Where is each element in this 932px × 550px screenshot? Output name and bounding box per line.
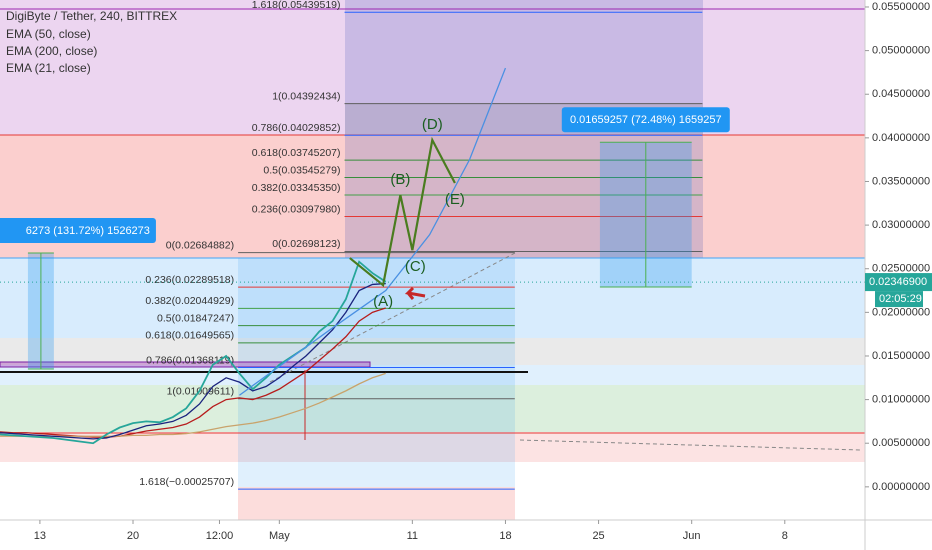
y-tick-label: 0.00000000 — [872, 481, 930, 493]
fib-label: 1(0.01009611) — [167, 386, 235, 398]
zone — [0, 385, 865, 432]
x-axis-panel — [0, 520, 865, 550]
curve-line — [239, 67, 507, 396]
ema-line — [0, 307, 386, 438]
wave-label: (A) — [373, 293, 393, 310]
price-tag-label: 0.02346900 — [869, 276, 927, 288]
measure-pill — [561, 107, 730, 133]
x-tick-label: 18 — [499, 530, 511, 542]
legend-entry: EMA (200, close) — [6, 44, 97, 58]
ema-line — [0, 282, 386, 440]
x-tick-label: 12:00 — [206, 530, 234, 542]
fib-label: 0.5(0.03545279) — [263, 164, 340, 176]
wave-label: (C) — [405, 258, 426, 275]
y-tick-label: 0.02000000 — [872, 306, 930, 318]
x-tick-label: 25 — [592, 530, 604, 542]
fib-label: 0.786(0.04029852) — [252, 122, 341, 134]
x-tick-label: 11 — [407, 530, 418, 542]
y-tick-label: 0.01000000 — [872, 394, 930, 406]
fib-label: 0.382(0.03345350) — [252, 182, 341, 194]
y-tick-label: 0.03000000 — [872, 219, 930, 231]
y-tick-label: 0.04500000 — [872, 88, 930, 100]
y-tick-label: 0.03500000 — [872, 175, 930, 187]
level-band — [0, 361, 371, 368]
zone — [0, 365, 865, 385]
zone — [0, 432, 865, 462]
countdown-tag — [875, 291, 923, 308]
fib-label: 0(0.02684882) — [166, 239, 234, 251]
x-tick-label: 20 — [127, 530, 139, 542]
fib-label: 0.618(0.03745207) — [252, 147, 341, 159]
fib-label: 0.382(0.02044929) — [145, 295, 234, 307]
fib-label: 0.5(0.01847247) — [157, 312, 234, 324]
fib-label: 1.618(−0.00025707) — [139, 476, 234, 488]
chart-title: DigiByte / Tether, 240, BITTREX — [6, 9, 177, 23]
y-tick-label: 0.05500000 — [872, 1, 930, 13]
zone — [0, 258, 865, 338]
arrow — [404, 286, 426, 300]
legend: DigiByte / Tether, 240, BITTREX EMA (50,… — [6, 9, 177, 75]
x-tick-label: Jun — [683, 530, 701, 542]
measure-label: 0.01659257 (72.48%) 1659257 — [570, 114, 722, 126]
fib-label: 1.618(0.05439519) — [252, 0, 341, 11]
measure-label: 6273 (131.72%) 1526273 — [26, 225, 150, 237]
y-tick-label: 0.02500000 — [872, 263, 930, 275]
x-tick-label: 8 — [782, 530, 788, 542]
x-tick-label: 13 — [34, 530, 46, 542]
zone — [238, 487, 515, 520]
fib-label: 1(0.04392434) — [272, 90, 340, 102]
wave-label: (D) — [422, 116, 443, 133]
background-zones — [0, 0, 865, 520]
ema-line — [0, 372, 386, 437]
countdown-label: 02:05:29 — [879, 293, 922, 305]
fib-label: 0.618(0.01649565) — [145, 330, 234, 342]
fib-label: 0(0.02698123) — [272, 238, 340, 250]
fib-label: 0.786(0.01368119) — [146, 354, 234, 366]
legend-entry: EMA (21, close) — [6, 61, 91, 75]
axes: 0.05500000 0.05000000 0.04500000 0.04000000… — [34, 1, 930, 542]
price-tag — [865, 273, 932, 292]
y-tick-label: 0.00500000 — [872, 437, 930, 449]
projection-line — [349, 136, 456, 288]
y-tick-label: 0.05000000 — [872, 45, 930, 57]
fib-label: 0.236(0.02289518) — [145, 274, 234, 286]
wave-label: (B) — [390, 171, 410, 188]
y-tick-label: 0.01500000 — [872, 350, 930, 362]
plot: 1.618(0.05439519) 1(0.04392434) 0.786(0.04… — [0, 0, 865, 490]
price-line — [0, 260, 387, 445]
trend-line — [519, 439, 861, 451]
x-tick-label: May — [269, 530, 290, 542]
legend-entry: EMA (50, close) — [6, 27, 91, 41]
wave-label: (E) — [445, 191, 465, 208]
fib-label: 0.236(0.03097980) — [252, 203, 341, 215]
y-tick-label: 0.04000000 — [872, 132, 930, 144]
measure-pill — [0, 218, 156, 244]
